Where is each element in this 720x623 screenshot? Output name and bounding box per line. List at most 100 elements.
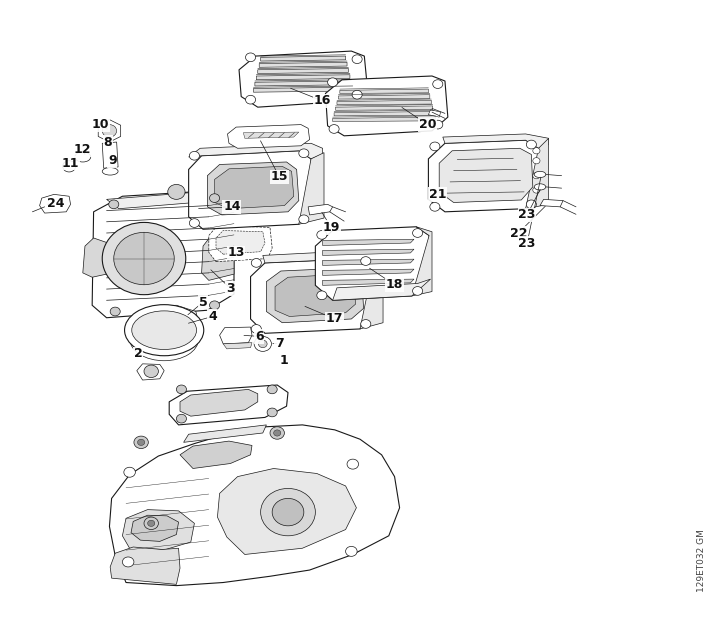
- Polygon shape: [110, 547, 180, 584]
- Polygon shape: [540, 199, 563, 207]
- Circle shape: [168, 184, 185, 199]
- Circle shape: [210, 301, 220, 310]
- Polygon shape: [526, 138, 549, 209]
- Polygon shape: [308, 204, 333, 215]
- Text: 4: 4: [208, 310, 217, 323]
- Polygon shape: [133, 305, 200, 344]
- Text: 8: 8: [104, 136, 112, 148]
- Polygon shape: [338, 95, 430, 99]
- Polygon shape: [275, 274, 356, 316]
- Ellipse shape: [75, 152, 91, 162]
- Circle shape: [138, 439, 145, 445]
- Ellipse shape: [132, 311, 197, 350]
- Polygon shape: [323, 279, 414, 285]
- Circle shape: [430, 142, 440, 151]
- Polygon shape: [107, 190, 234, 209]
- Polygon shape: [323, 239, 414, 245]
- Polygon shape: [217, 468, 356, 554]
- Circle shape: [102, 222, 186, 295]
- Polygon shape: [323, 259, 414, 265]
- Text: 18: 18: [386, 278, 403, 291]
- Polygon shape: [243, 132, 299, 138]
- Text: 129ET032 GM: 129ET032 GM: [698, 530, 706, 592]
- Circle shape: [148, 520, 155, 526]
- Polygon shape: [255, 81, 351, 86]
- Text: 22: 22: [510, 227, 527, 239]
- Polygon shape: [92, 190, 234, 318]
- Circle shape: [251, 325, 261, 333]
- Text: 16: 16: [314, 95, 331, 107]
- Circle shape: [526, 140, 536, 149]
- Polygon shape: [323, 249, 414, 255]
- Circle shape: [124, 467, 135, 477]
- Text: 21: 21: [429, 188, 446, 201]
- Circle shape: [299, 149, 309, 158]
- Text: 19: 19: [323, 221, 340, 234]
- Circle shape: [189, 151, 199, 160]
- Polygon shape: [143, 310, 189, 336]
- Polygon shape: [266, 268, 364, 323]
- Polygon shape: [340, 89, 428, 93]
- Circle shape: [413, 287, 423, 295]
- Polygon shape: [325, 76, 448, 136]
- Circle shape: [299, 215, 309, 224]
- Ellipse shape: [534, 184, 546, 190]
- Polygon shape: [323, 269, 414, 275]
- Circle shape: [63, 161, 76, 172]
- Circle shape: [526, 200, 536, 209]
- Circle shape: [361, 257, 371, 265]
- Ellipse shape: [130, 318, 199, 361]
- Polygon shape: [334, 112, 434, 116]
- Circle shape: [144, 365, 158, 378]
- Text: 2: 2: [134, 348, 143, 360]
- Circle shape: [433, 80, 443, 88]
- Circle shape: [352, 90, 362, 99]
- Polygon shape: [336, 106, 433, 110]
- Polygon shape: [40, 194, 71, 213]
- Polygon shape: [216, 231, 265, 254]
- Text: 10: 10: [92, 118, 109, 131]
- Ellipse shape: [534, 171, 546, 178]
- Circle shape: [251, 259, 261, 267]
- Circle shape: [270, 427, 284, 439]
- Polygon shape: [428, 140, 540, 212]
- Polygon shape: [189, 143, 323, 159]
- Polygon shape: [253, 87, 353, 92]
- Polygon shape: [184, 425, 266, 442]
- Text: 12: 12: [74, 143, 91, 156]
- Circle shape: [533, 148, 540, 154]
- Circle shape: [144, 517, 158, 530]
- Circle shape: [361, 320, 371, 328]
- Circle shape: [110, 307, 120, 316]
- Polygon shape: [169, 385, 288, 425]
- Polygon shape: [189, 151, 313, 229]
- Polygon shape: [215, 166, 294, 209]
- Polygon shape: [207, 162, 299, 215]
- Polygon shape: [131, 515, 179, 541]
- Text: 23: 23: [518, 237, 536, 250]
- Circle shape: [533, 187, 540, 193]
- Circle shape: [176, 385, 186, 394]
- Polygon shape: [83, 238, 108, 277]
- Circle shape: [433, 120, 443, 129]
- Polygon shape: [256, 75, 350, 80]
- Circle shape: [299, 509, 306, 515]
- Polygon shape: [439, 148, 533, 202]
- Ellipse shape: [125, 305, 204, 356]
- Circle shape: [533, 158, 540, 164]
- Circle shape: [261, 488, 315, 536]
- Circle shape: [176, 414, 186, 423]
- Circle shape: [328, 78, 338, 87]
- Circle shape: [317, 291, 327, 300]
- Circle shape: [267, 408, 277, 417]
- Circle shape: [134, 436, 148, 449]
- Text: 13: 13: [228, 247, 245, 259]
- Circle shape: [430, 202, 440, 211]
- Polygon shape: [337, 100, 431, 105]
- Polygon shape: [223, 343, 252, 349]
- Polygon shape: [315, 227, 431, 300]
- Text: 14: 14: [223, 201, 240, 213]
- Polygon shape: [220, 327, 252, 344]
- Circle shape: [254, 336, 271, 351]
- Text: 24: 24: [48, 197, 65, 210]
